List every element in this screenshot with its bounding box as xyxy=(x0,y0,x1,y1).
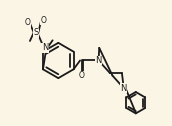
Text: N: N xyxy=(121,84,127,93)
Text: O: O xyxy=(79,71,84,80)
Text: N: N xyxy=(95,56,102,65)
Text: S: S xyxy=(34,28,39,37)
Text: N: N xyxy=(42,43,48,52)
Text: N: N xyxy=(95,56,102,65)
Text: O: O xyxy=(40,16,46,25)
Text: O: O xyxy=(24,18,30,27)
